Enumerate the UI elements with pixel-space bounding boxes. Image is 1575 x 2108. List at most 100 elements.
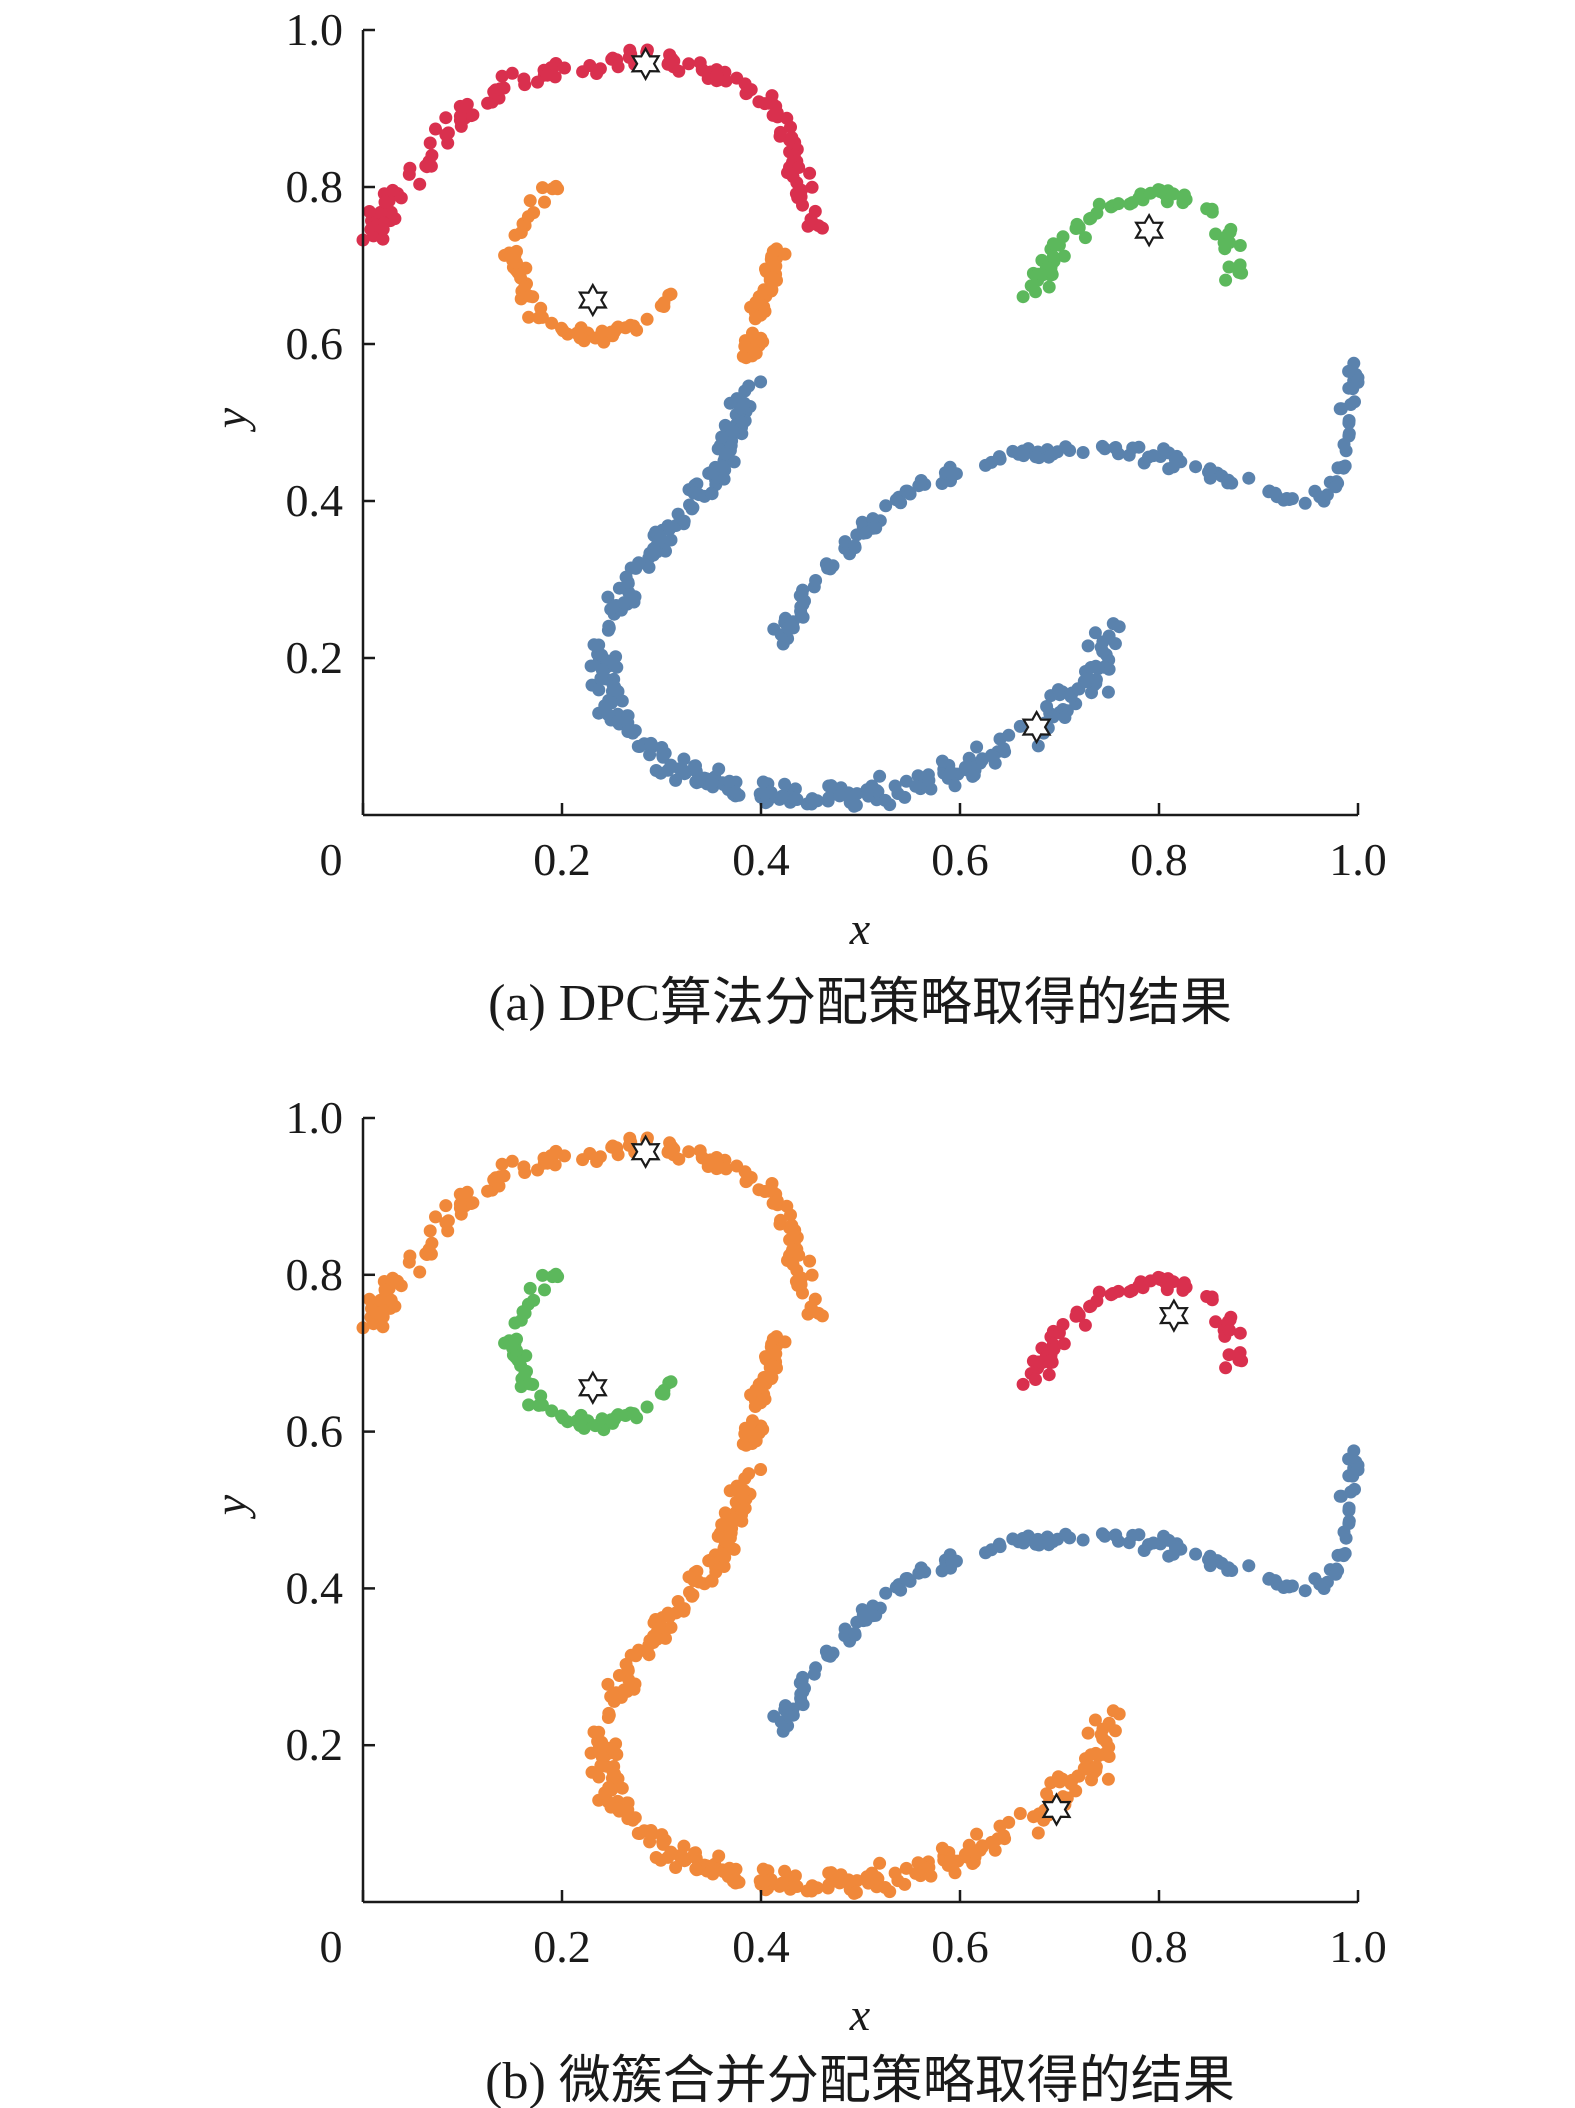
scatter-point-green <box>505 1339 519 1353</box>
scatter-point-orange <box>677 1839 691 1853</box>
scatter-point-green <box>1205 205 1219 219</box>
scatter-point-orange <box>737 1484 751 1498</box>
scatter-point-blue <box>807 793 821 807</box>
cluster-center-star-red <box>630 46 661 82</box>
scatter-point-green <box>532 1398 546 1412</box>
scatter-point-orange <box>592 1725 606 1739</box>
scatter-point-green <box>1153 185 1167 199</box>
scatter-point-green <box>1166 187 1180 201</box>
x-tick-label: 0.4 <box>732 1921 790 1972</box>
scatter-point-blue <box>715 459 729 473</box>
scatter-point-orange <box>898 1877 912 1891</box>
x-tick-label: 0.4 <box>732 834 790 885</box>
scatter-point-orange <box>617 1683 631 1697</box>
scatter-point-blue <box>601 590 615 604</box>
scatter-point-green <box>1044 265 1058 279</box>
scatter-point-blue <box>729 785 742 799</box>
scatter-point-blue <box>1072 682 1086 696</box>
scatter-point-orange <box>531 1163 544 1177</box>
scatter-point-orange <box>376 1310 390 1324</box>
scatter-point-blue <box>796 1698 810 1712</box>
scatter-point-blue <box>888 779 902 793</box>
scatter-point-orange <box>922 1860 936 1874</box>
scatter-point-blue <box>718 447 732 461</box>
cluster-center-star-orange <box>577 282 608 318</box>
scatter-point-blue <box>944 766 958 780</box>
scatter-point-green <box>522 1398 536 1412</box>
scatter-point-red <box>1176 1283 1190 1297</box>
scatter-point-blue <box>1059 1527 1073 1541</box>
scatter-point-blue <box>723 396 737 410</box>
scatter-point-orange <box>394 1279 408 1293</box>
scatter-point-orange <box>778 247 792 261</box>
scatter-point-green <box>545 1404 559 1418</box>
scatter-point-orange <box>1040 1787 1054 1801</box>
axis-ticks-a: 0 0.2 0.4 0.6 0.8 1.0 0.2 0.4 0.6 0.8 1.0 <box>286 4 1387 885</box>
y-tick-label: 1.0 <box>286 4 344 55</box>
cluster-centers-a <box>577 46 1164 745</box>
scatter-point-red <box>804 212 818 226</box>
scatter-point-green <box>630 1411 644 1425</box>
scatter-point-blue <box>894 496 908 510</box>
scatter-point-blue <box>809 1661 823 1675</box>
scatter-point-red <box>540 68 554 82</box>
scatter-point-blue <box>1013 719 1027 733</box>
x-axis-label: x <box>849 903 871 954</box>
scatter-point-blue <box>894 1583 908 1597</box>
scatter-point-orange <box>1013 1807 1027 1820</box>
scatter-point-orange <box>1072 1769 1086 1783</box>
scatter-point-blue <box>865 779 879 793</box>
scatter-point-blue <box>1277 1581 1291 1594</box>
scatter-point-blue <box>643 748 657 762</box>
scatter-point-blue <box>848 539 862 553</box>
scatter-point-blue <box>1334 402 1348 416</box>
scatter-point-orange <box>1112 1707 1126 1721</box>
scatter-point-blue <box>1108 1528 1122 1542</box>
scatter-point-orange <box>749 295 763 309</box>
scatter-point-red <box>1222 1348 1236 1362</box>
scatter-point-orange <box>441 1224 455 1238</box>
scatter-point-green <box>640 1400 654 1414</box>
scatter-point-orange <box>723 1484 737 1498</box>
y-tick-label: 0.8 <box>286 1249 344 1300</box>
scatter-point-orange <box>824 1866 838 1880</box>
scatter-point-blue <box>798 594 811 608</box>
scatter-point-blue <box>737 396 751 410</box>
scatter-point-blue <box>809 574 823 587</box>
scatter-point-orange <box>558 1149 571 1163</box>
scatter-point-red <box>531 75 544 89</box>
scatter-point-red <box>752 95 766 109</box>
scatter-point-red <box>593 62 607 76</box>
scatter-point-orange <box>774 1213 787 1227</box>
scatter-point-red <box>362 205 376 218</box>
scatter-point-green <box>1078 231 1092 245</box>
scatter-point-orange <box>538 195 551 209</box>
scatter-point-orange <box>986 1837 1000 1851</box>
scatter-point-blue <box>1157 1529 1171 1543</box>
scatter-point-orange <box>710 1157 724 1171</box>
scatter-point-orange <box>878 1881 892 1894</box>
scatter-point-blue <box>1337 461 1351 475</box>
cluster-center-star-green <box>577 1370 608 1405</box>
y-tick-label: 0.6 <box>286 318 344 369</box>
scatter-point-orange <box>742 1467 756 1481</box>
scatter-point-orange <box>850 1874 864 1888</box>
scatter-points-a <box>356 43 1365 813</box>
scatter-point-orange <box>683 1585 696 1599</box>
scatter-point-orange <box>661 1606 675 1620</box>
scatter-point-orange <box>758 304 772 318</box>
scatter-point-red <box>413 177 427 191</box>
scatter-point-green <box>523 1377 537 1391</box>
scatter-point-orange <box>536 181 549 195</box>
scatter-point-blue <box>1017 1536 1031 1550</box>
scatter-point-blue <box>723 774 736 788</box>
scatter-point-orange <box>1084 1748 1098 1762</box>
scatter-point-blue <box>715 430 729 444</box>
scatter-point-orange <box>682 1145 696 1159</box>
scatter-point-orange <box>778 1864 792 1878</box>
x-tick-label: 0.2 <box>533 1921 591 1972</box>
scatter-point-red <box>1144 1274 1158 1288</box>
scatter-point-orange <box>1094 1728 1108 1741</box>
scatter-point-blue <box>758 787 772 801</box>
scatter-point-red <box>770 106 784 120</box>
